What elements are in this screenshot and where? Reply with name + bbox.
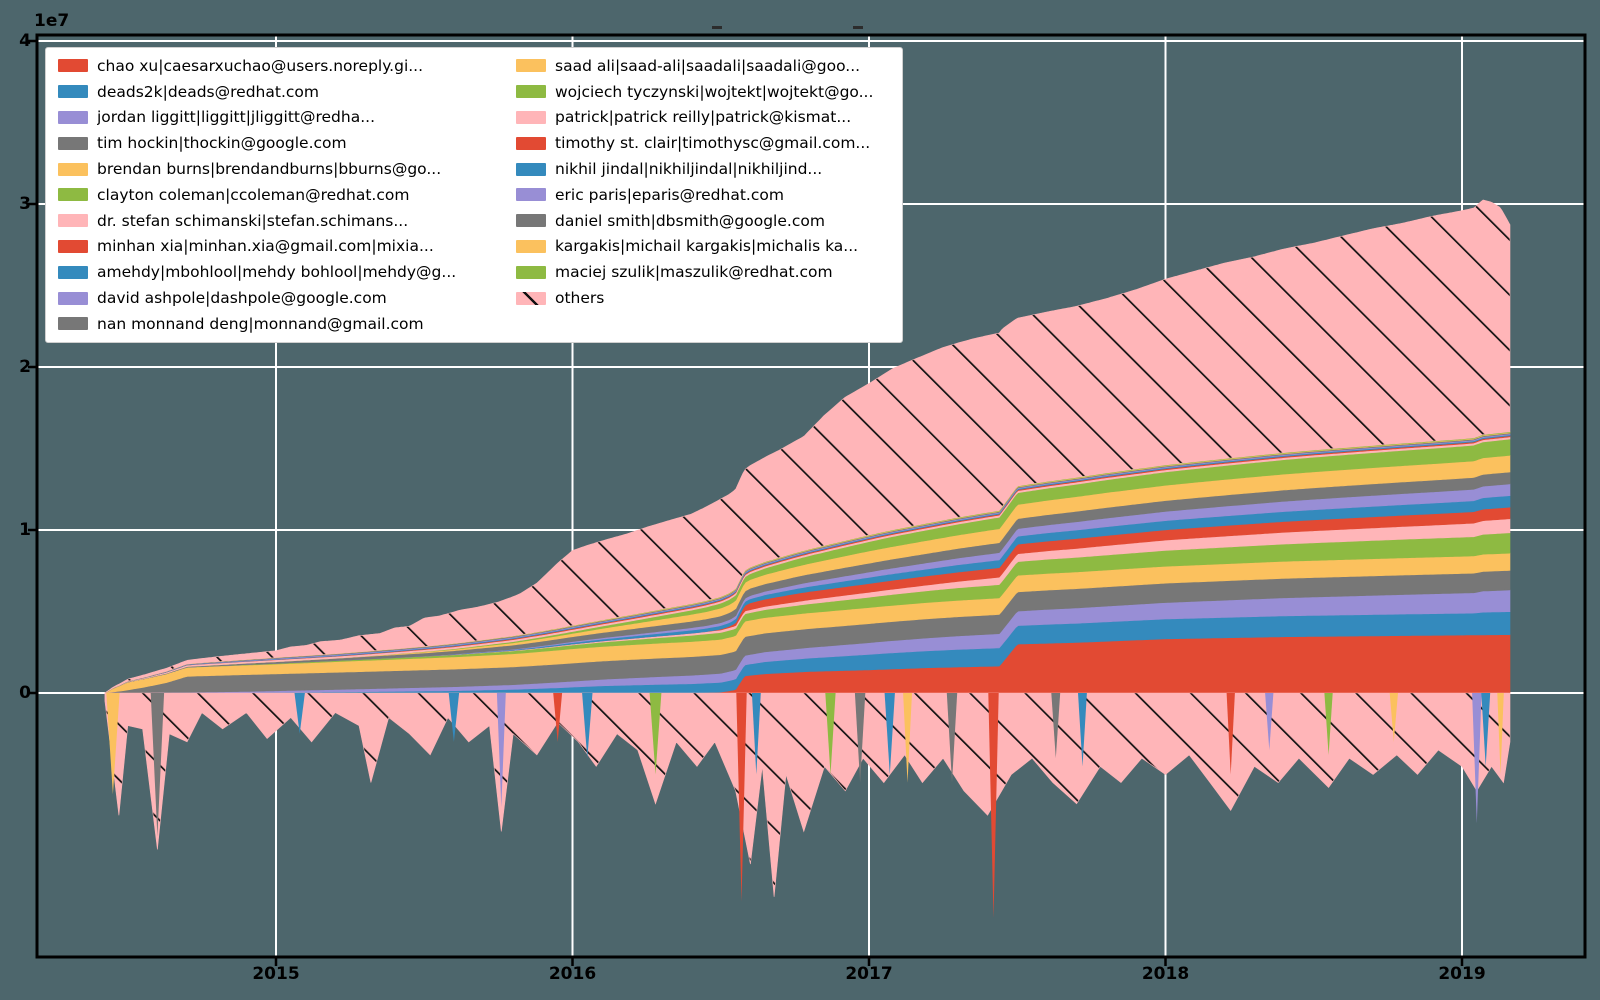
legend-swatch-icon — [516, 85, 546, 99]
legend-item-label: wojciech tyczynski|wojtekt|wojtekt@go... — [555, 82, 874, 101]
legend-item: eric paris|eparis@redhat.com — [516, 185, 894, 205]
legend-item-label: saad ali|saad-ali|saadali|saadali@goo... — [555, 56, 861, 75]
legend-item: kargakis|michail kargakis|michalis ka... — [516, 236, 894, 256]
legend-item-label: timothy st. clair|timothysc@gmail.com... — [555, 134, 871, 153]
legend-item-label: others — [555, 289, 605, 308]
legend-swatch-icon — [516, 59, 546, 73]
legend-item-label: kargakis|michail kargakis|michalis ka... — [555, 237, 859, 256]
legend-item-label: amehdy|mbohlool|mehdy bohlool|mehdy@g... — [97, 263, 457, 282]
legend-item: nikhil jindal|nikhiljindal|nikhiljind... — [516, 159, 894, 179]
legend-item-label: chao xu|caesarxuchao@users.noreply.gi... — [97, 56, 424, 75]
legend-item: saad ali|saad-ali|saadali|saadali@goo... — [516, 56, 894, 76]
legend-item: wojciech tyczynski|wojtekt|wojtekt@go... — [516, 82, 894, 102]
legend-item: deads2k|deads@redhat.com — [58, 82, 516, 102]
legend-item: brendan burns|brendandburns|bburns@go... — [58, 159, 516, 179]
legend-item: chao xu|caesarxuchao@users.noreply.gi... — [58, 56, 516, 76]
y-axis-offset-text: 1e7 — [34, 11, 70, 31]
legend-item-label: dr. stefan schimanski|stefan.schimans... — [97, 211, 409, 230]
legend-item: david ashpole|dashpole@google.com — [58, 288, 516, 308]
legend-swatch-icon — [58, 317, 88, 331]
clipped-title-mark — [853, 26, 863, 29]
legend-item-label: minhan xia|minhan.xia@gmail.com|mixia... — [97, 237, 434, 256]
clipped-title-mark — [712, 26, 722, 29]
legend-swatch-icon — [58, 239, 88, 253]
legend-swatch-icon — [516, 188, 546, 202]
legend-item-label: jordan liggitt|liggitt|jliggitt@redha... — [97, 108, 375, 127]
legend-swatch-icon — [58, 188, 88, 202]
legend-item-label: nan monnand deng|monnand@gmail.com — [97, 314, 424, 333]
legend-item-label: brendan burns|brendandburns|bburns@go... — [97, 160, 442, 179]
legend-swatch-icon — [516, 265, 546, 279]
legend-item-label: tim hockin|thockin@google.com — [97, 134, 347, 153]
legend-item-label: patrick|patrick reilly|patrick@kismat... — [555, 108, 852, 127]
legend-swatch-icon — [58, 85, 88, 99]
legend-swatch-icon — [516, 214, 546, 228]
legend-item: jordan liggitt|liggitt|jliggitt@redha... — [58, 107, 516, 127]
legend-item-label: nikhil jindal|nikhiljindal|nikhiljind... — [555, 160, 823, 179]
legend-item: minhan xia|minhan.xia@gmail.com|mixia... — [58, 236, 516, 256]
legend-item-label: deads2k|deads@redhat.com — [97, 82, 319, 101]
legend-item-label: david ashpole|dashpole@google.com — [97, 289, 387, 308]
legend-swatch-icon — [58, 162, 88, 176]
legend-item-label: eric paris|eparis@redhat.com — [555, 185, 784, 204]
legend-swatch-icon — [516, 239, 546, 253]
legend-swatch-icon — [58, 59, 88, 73]
legend-item: dr. stefan schimanski|stefan.schimans... — [58, 211, 516, 231]
legend-item: patrick|patrick reilly|patrick@kismat... — [516, 107, 894, 127]
legend-item-label: clayton coleman|ccoleman@redhat.com — [97, 185, 410, 204]
legend-swatch-icon — [516, 110, 546, 124]
legend-swatch-icon — [58, 291, 88, 305]
area-layers — [104, 199, 1511, 918]
legend-item: amehdy|mbohlool|mehdy bohlool|mehdy@g... — [58, 262, 516, 282]
legend-swatch-icon — [58, 265, 88, 279]
legend-item-label: maciej szulik|maszulik@redhat.com — [555, 263, 833, 282]
legend-item: nan monnand deng|monnand@gmail.com — [58, 314, 516, 334]
legend-item: others — [516, 288, 894, 308]
legend: chao xu|caesarxuchao@users.noreply.gi...… — [45, 47, 903, 343]
legend-swatch-icon — [58, 136, 88, 150]
legend-item: clayton coleman|ccoleman@redhat.com — [58, 185, 516, 205]
legend-item: tim hockin|thockin@google.com — [58, 133, 516, 153]
legend-item-label: daniel smith|dbsmith@google.com — [555, 211, 825, 230]
legend-item: maciej szulik|maszulik@redhat.com — [516, 262, 894, 282]
legend-swatch-icon — [516, 162, 546, 176]
legend-item: timothy st. clair|timothysc@gmail.com... — [516, 133, 894, 153]
axes-frame — [28, 33, 1587, 966]
legend-swatch-icon — [516, 136, 546, 150]
legend-swatch-icon — [58, 110, 88, 124]
legend-item: daniel smith|dbsmith@google.com — [516, 211, 894, 231]
legend-hatch-swatch-icon — [516, 291, 546, 305]
legend-swatch-icon — [58, 214, 88, 228]
